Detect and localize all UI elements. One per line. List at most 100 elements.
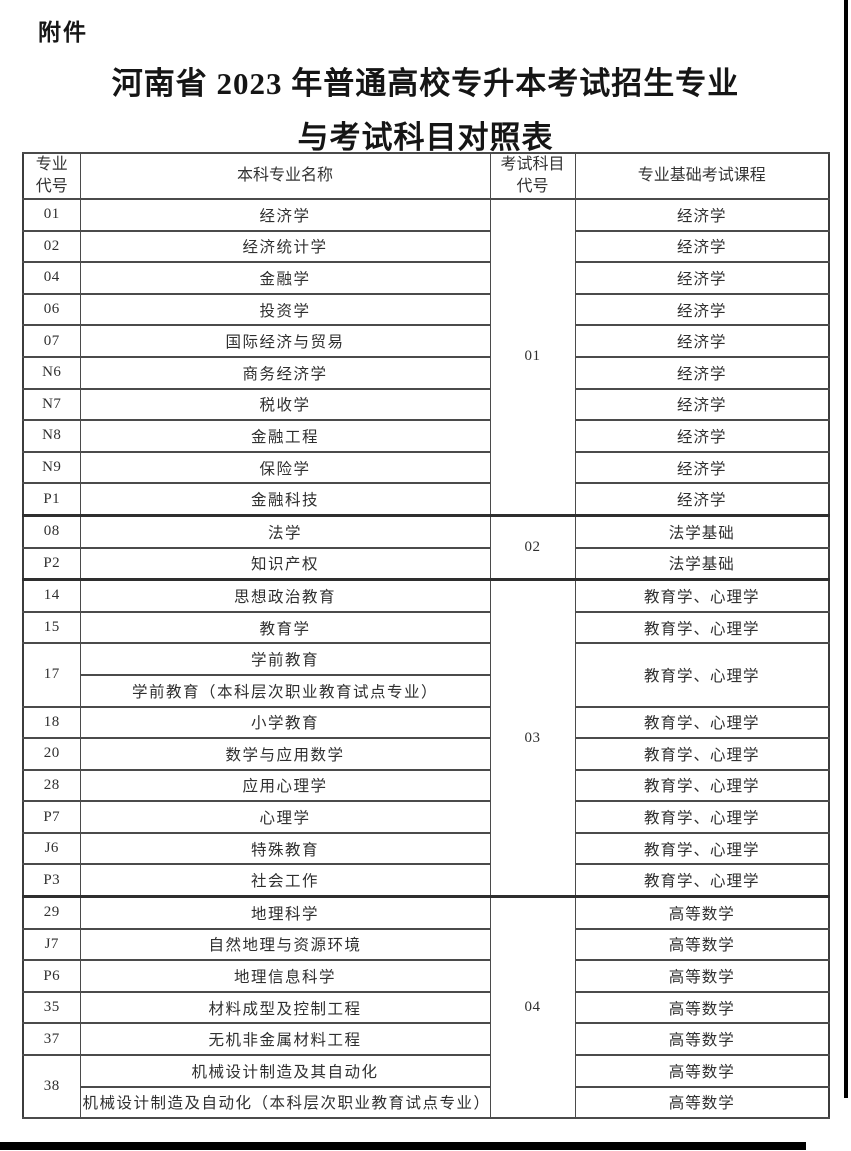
basic-exam-course-cell: 高等数学 — [574, 895, 830, 930]
table-row: 35 材料成型及控制工程 高等数学 — [22, 990, 830, 1025]
page-edge-bottom — [0, 1142, 806, 1150]
doc-title-line1: 河南省 2023 年普通高校专升本考试招生专业 — [111, 66, 740, 101]
basic-exam-course-cell: 经济学 — [574, 482, 830, 517]
major-code-cell: 07 — [22, 324, 81, 358]
basic-exam-course-cell: 教育学、心理学 — [574, 642, 830, 708]
basic-exam-course-cell: 高等数学 — [574, 1085, 830, 1120]
major-code-cell: 29 — [22, 895, 81, 930]
major-code-cell: 37 — [22, 1022, 81, 1057]
table-row: N9 保险学 经济学 — [22, 450, 830, 485]
table-row: 28 应用心理学 教育学、心理学 — [22, 768, 830, 803]
basic-exam-course-cell: 教育学、心理学 — [574, 831, 830, 866]
exam-subject-code-cell: 03 — [489, 578, 576, 898]
major-code-cell: 28 — [22, 768, 81, 803]
basic-exam-course-cell: 经济学 — [574, 261, 830, 295]
major-code-cell: 18 — [22, 705, 81, 740]
table-row: 01 经济学 01 经济学 — [22, 197, 830, 517]
basic-exam-course-cell: 经济学 — [574, 324, 830, 358]
basic-exam-course-cell: 经济学 — [574, 450, 830, 485]
major-code-cell: 14 — [22, 578, 81, 613]
major-code-cell: P6 — [22, 959, 81, 993]
major-name-cell: 心理学 — [79, 800, 491, 834]
major-code-cell: P7 — [22, 800, 81, 834]
table-row: 15 教育学 教育学、心理学 — [22, 610, 830, 645]
basic-exam-course-cell: 经济学 — [574, 229, 830, 264]
table-row: 20 数学与应用数学 教育学、心理学 — [22, 737, 830, 771]
major-code-cell: 38 — [22, 1054, 81, 1120]
doc-title-line2: 与考试科目对照表 — [297, 120, 554, 155]
table-row: J6 特殊教育 教育学、心理学 — [22, 831, 830, 866]
table-row: 04 金融学 经济学 — [22, 261, 830, 295]
major-name-cell: 社会工作 — [79, 863, 491, 898]
basic-exam-course-cell: 经济学 — [574, 292, 830, 327]
major-name-cell: 金融工程 — [79, 419, 491, 453]
major-name-cell: 小学教育 — [79, 705, 491, 740]
major-code-cell: 17 — [22, 642, 81, 708]
major-name-cell: 金融科技 — [79, 482, 491, 517]
major-code-cell: N8 — [22, 419, 81, 453]
major-code-cell: 04 — [22, 261, 81, 295]
table-row: 02 经济统计学 经济学 — [22, 229, 830, 264]
major-name-cell: 自然地理与资源环境 — [79, 927, 491, 962]
table-row: 29 地理科学 04 高等数学 — [22, 895, 830, 1120]
basic-exam-course-cell: 教育学、心理学 — [574, 737, 830, 771]
table-row: 14 思想政治教育 03 教育学、心理学 — [22, 578, 830, 898]
basic-exam-course-cell: 教育学、心理学 — [574, 863, 830, 898]
basic-exam-course-cell: 教育学、心理学 — [574, 768, 830, 803]
table-row: P7 心理学 教育学、心理学 — [22, 800, 830, 834]
table-row: P2 知识产权 法学基础 — [22, 546, 830, 581]
table-row: 机械设计制造及自动化（本科层次职业教育试点专业） 高等数学 — [23, 1085, 830, 1120]
table-row: N8 金融工程 经济学 — [22, 419, 830, 453]
major-name-cell: 无机非金属材料工程 — [79, 1022, 491, 1057]
basic-exam-course-cell: 教育学、心理学 — [574, 578, 830, 613]
header-basic-exam-course: 专业基础考试课程 — [574, 152, 830, 200]
table-row: 07 国际经济与贸易 经济学 — [22, 324, 830, 358]
table-row: 08 法学 02 法学基础 — [22, 513, 830, 581]
major-name-cell: 保险学 — [79, 450, 491, 485]
basic-exam-course-cell: 法学基础 — [574, 546, 830, 581]
major-name-cell: 法学 — [79, 513, 491, 549]
major-name-cell: 学前教育（本科层次职业教育试点专业） — [79, 673, 491, 708]
major-name-cell: 应用心理学 — [79, 768, 491, 803]
major-code-cell: 15 — [22, 610, 81, 645]
major-name-cell: 国际经济与贸易 — [79, 324, 491, 358]
major-name-cell: 地理科学 — [79, 895, 491, 930]
table-row: 06 投资学 经济学 — [22, 292, 830, 327]
basic-exam-course-cell: 教育学、心理学 — [574, 610, 830, 645]
major-name-cell: 教育学 — [79, 610, 491, 645]
basic-exam-course-cell: 法学基础 — [574, 513, 830, 549]
table-row: 学前教育（本科层次职业教育试点专业） — [23, 673, 829, 708]
major-name-cell: 投资学 — [79, 292, 491, 327]
major-exam-subject-table: 专业 代号 本科专业名称 考试科目 代号 专业基础考试课程 01 经济学 01 经济学… — [22, 152, 830, 1120]
major-name-cell: 税收学 — [79, 387, 491, 422]
major-code-cell: 35 — [22, 990, 81, 1025]
major-code-cell: 08 — [22, 513, 81, 549]
major-code-cell: J7 — [22, 927, 81, 962]
major-name-cell: 经济学 — [79, 198, 491, 232]
basic-exam-course-cell: 经济学 — [574, 355, 830, 390]
basic-exam-course-cell: 经济学 — [574, 419, 830, 453]
major-name-cell: 经济统计学 — [79, 229, 491, 264]
basic-exam-course-cell: 高等数学 — [574, 1054, 830, 1088]
table-row: N7 税收学 经济学 — [22, 387, 830, 422]
table-row: 18 小学教育 教育学、心理学 — [22, 705, 830, 740]
major-name-cell: 思想政治教育 — [79, 578, 491, 613]
major-code-cell: 02 — [22, 229, 81, 264]
major-name-cell: 机械设计制造及其自动化 — [79, 1054, 491, 1088]
exam-subject-code-cell: 02 — [489, 513, 576, 581]
major-name-cell: 金融学 — [79, 261, 491, 295]
major-code-cell: J6 — [22, 831, 81, 866]
major-name-cell: 商务经济学 — [79, 355, 491, 390]
major-code-cell: N9 — [22, 450, 81, 485]
basic-exam-course-cell: 高等数学 — [574, 959, 830, 993]
basic-exam-course-cell: 高等数学 — [574, 990, 830, 1025]
major-code-cell: 01 — [22, 198, 81, 232]
major-name-cell: 机械设计制造及自动化（本科层次职业教育试点专业） — [79, 1085, 491, 1120]
table-row: P1 金融科技 经济学 — [22, 482, 830, 517]
basic-exam-course-cell: 教育学、心理学 — [574, 800, 830, 834]
basic-exam-course-cell: 经济学 — [574, 198, 830, 232]
header-exam-subject-code: 考试科目 代号 — [489, 152, 576, 200]
major-code-cell: P1 — [22, 482, 81, 517]
table-row: P3 社会工作 教育学、心理学 — [22, 863, 830, 898]
major-code-cell: N6 — [22, 355, 81, 390]
